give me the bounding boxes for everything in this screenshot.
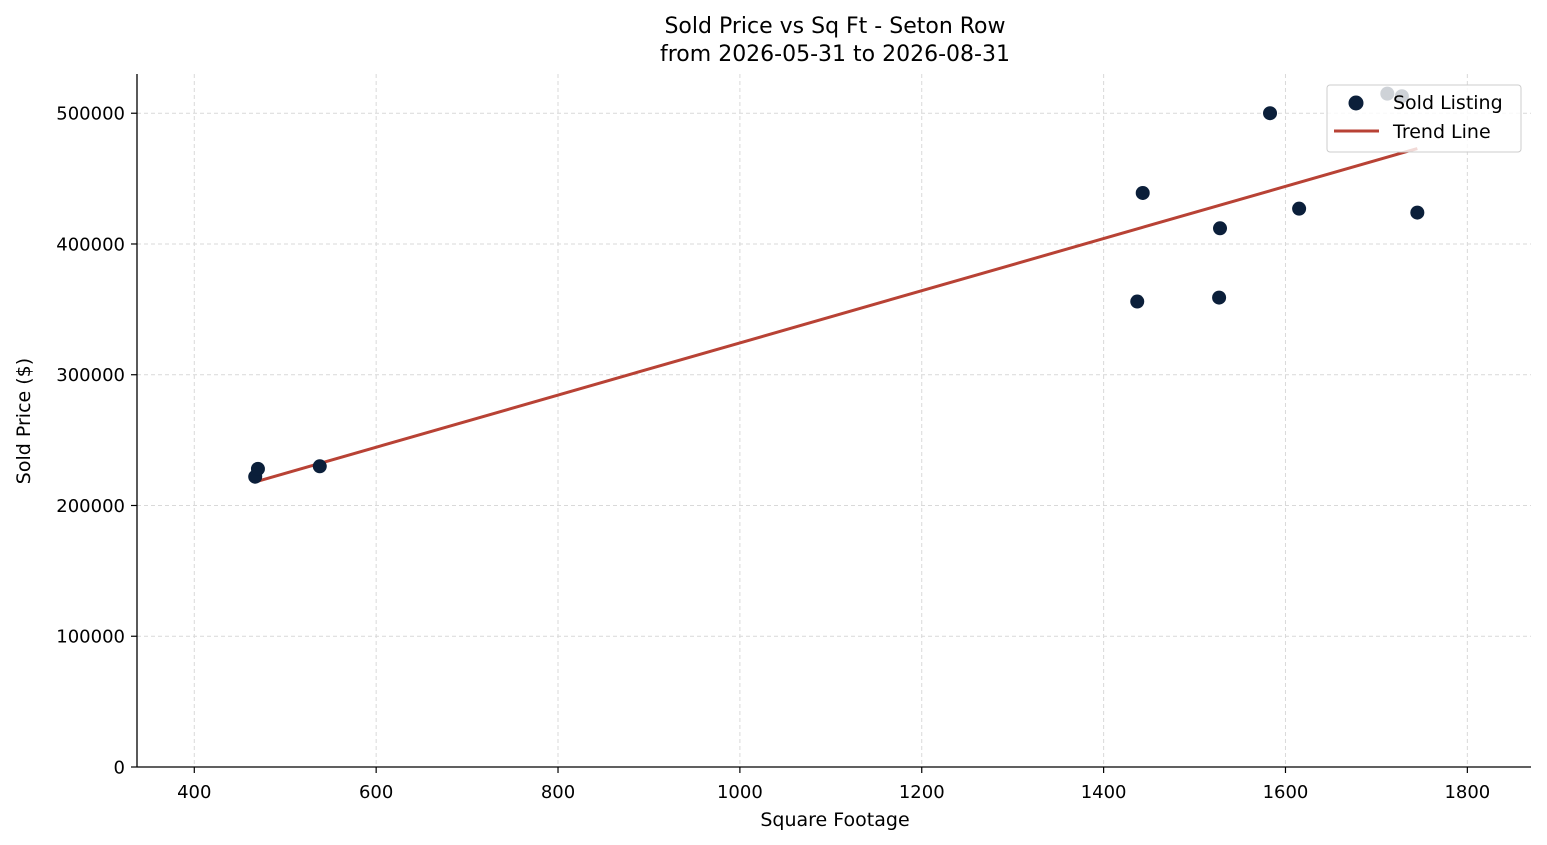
legend: Sold Listing Trend Line xyxy=(1326,84,1522,153)
y-axis-ticks: 0 100000 200000 300000 400000 500000 xyxy=(56,104,137,779)
x-tick-label: 1200 xyxy=(899,782,945,803)
x-axis-label: Square Footage xyxy=(760,809,909,831)
data-point xyxy=(1130,294,1145,309)
x-tick-label: 1000 xyxy=(717,782,763,803)
x-tick-label: 1600 xyxy=(1263,782,1309,803)
y-tick-label: 300000 xyxy=(56,365,125,386)
y-axis-label: Sold Price ($) xyxy=(13,358,35,484)
data-point xyxy=(1410,205,1425,220)
chart-title: Sold Price vs Sq Ft - Seton Row from 202… xyxy=(660,14,1010,67)
data-point xyxy=(1212,290,1227,305)
y-tick-label: 0 xyxy=(114,758,125,779)
data-point xyxy=(250,461,265,476)
y-tick-label: 500000 xyxy=(56,104,125,125)
legend-marker-sold-listing xyxy=(1348,95,1364,111)
x-tick-label: 400 xyxy=(177,782,211,803)
legend-label-trend-line: Trend Line xyxy=(1392,121,1491,143)
data-point xyxy=(1263,106,1278,121)
trend-line-layer xyxy=(254,147,1418,484)
x-axis-ticks: 400 600 800 1000 1200 1400 1600 1800 xyxy=(177,767,1490,803)
y-tick-label: 100000 xyxy=(56,627,125,648)
data-point xyxy=(1135,185,1150,200)
trend-line xyxy=(254,147,1418,484)
axes xyxy=(136,74,1531,768)
legend-label-sold-listing: Sold Listing xyxy=(1393,92,1503,114)
chart-title-text: Sold Price vs Sq Ft - Seton Row xyxy=(664,14,1005,39)
y-tick-label: 400000 xyxy=(56,234,125,255)
x-tick-label: 800 xyxy=(541,782,575,803)
x-tick-label: 600 xyxy=(359,782,393,803)
data-point xyxy=(1292,201,1307,216)
grid-lines xyxy=(137,74,1531,767)
x-tick-label: 1400 xyxy=(1081,782,1127,803)
y-tick-label: 200000 xyxy=(56,496,125,517)
chart-subtitle-text: from 2026-05-31 to 2026-08-31 xyxy=(660,42,1010,67)
legend-box xyxy=(1326,84,1522,153)
data-point xyxy=(1213,221,1228,236)
data-point xyxy=(312,459,327,474)
data-points-layer xyxy=(248,86,1425,484)
x-tick-label: 1800 xyxy=(1444,782,1490,803)
